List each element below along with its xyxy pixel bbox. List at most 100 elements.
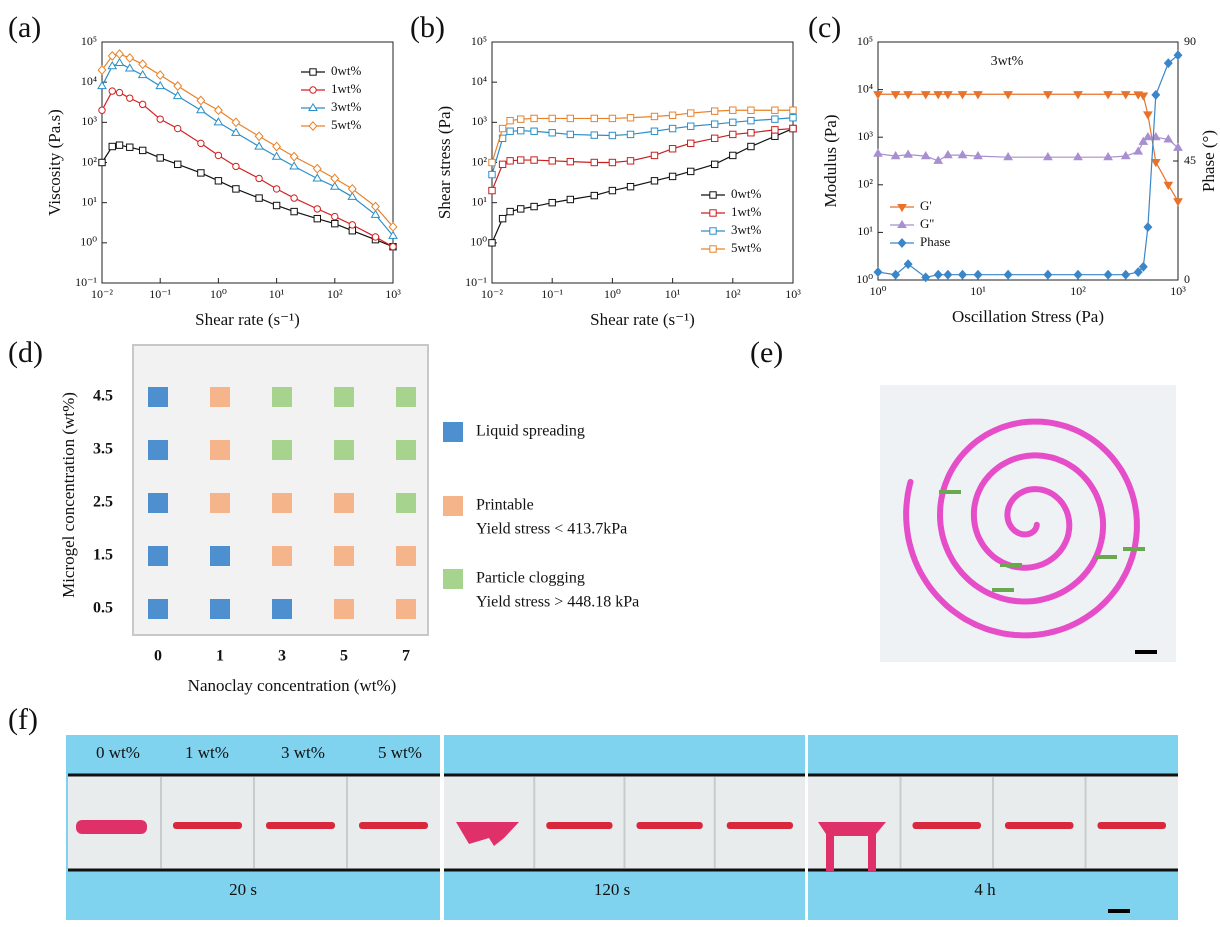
marker bbox=[173, 81, 183, 92]
cell bbox=[272, 546, 292, 566]
marker bbox=[371, 233, 380, 241]
marker bbox=[331, 219, 339, 228]
legend-label: 3wt% bbox=[731, 222, 762, 237]
marker bbox=[933, 155, 944, 164]
legend-label: 1wt% bbox=[331, 81, 362, 96]
x-tick-label: 10⁰ bbox=[604, 287, 621, 301]
marker bbox=[566, 195, 575, 204]
marker bbox=[530, 156, 538, 164]
y-axis-title: Modulus (Pa) bbox=[821, 114, 840, 207]
marker bbox=[566, 114, 575, 123]
marker bbox=[290, 207, 298, 216]
x-tick-label: 10³ bbox=[385, 287, 401, 301]
marker bbox=[124, 63, 135, 72]
marker bbox=[548, 157, 556, 165]
marker bbox=[272, 141, 282, 152]
marker bbox=[1043, 152, 1053, 161]
cell bbox=[334, 546, 354, 566]
gel-line bbox=[1005, 822, 1074, 829]
marker bbox=[729, 151, 737, 160]
marker bbox=[370, 209, 381, 218]
marker bbox=[957, 149, 968, 159]
x-tick-label: 10⁻¹ bbox=[149, 287, 171, 301]
marker bbox=[710, 134, 719, 143]
panel-label: (d) bbox=[8, 336, 43, 369]
marker bbox=[590, 114, 598, 123]
time-label: 120 s bbox=[594, 880, 630, 899]
x-tick-label: 10³ bbox=[1170, 284, 1186, 298]
y-tick-label: 10⁴ bbox=[857, 81, 873, 95]
marker bbox=[97, 80, 107, 90]
marker bbox=[933, 91, 944, 100]
marker bbox=[313, 214, 321, 223]
marker bbox=[197, 169, 205, 177]
legend-swatch bbox=[443, 422, 463, 442]
legend-label: Printable bbox=[476, 497, 534, 514]
x-axis-title: Shear rate (s⁻¹) bbox=[590, 310, 695, 329]
marker bbox=[498, 160, 507, 169]
marker bbox=[114, 57, 125, 67]
marker bbox=[771, 106, 779, 114]
marker bbox=[1073, 152, 1083, 161]
y-tick-label: 10¹ bbox=[81, 194, 97, 208]
x-tick-label: 10² bbox=[725, 287, 741, 301]
legend-marker bbox=[897, 219, 907, 229]
concentration-label: 1 wt% bbox=[185, 743, 229, 762]
x-tick-label: 10² bbox=[1070, 284, 1086, 298]
marker bbox=[1143, 222, 1153, 233]
marker bbox=[312, 173, 323, 182]
x-tick-label: 10² bbox=[327, 287, 343, 301]
panel-label: (e) bbox=[750, 336, 783, 369]
marker bbox=[388, 221, 398, 232]
legend-swatch bbox=[443, 569, 463, 589]
marker bbox=[1120, 91, 1131, 100]
marker bbox=[107, 61, 118, 70]
legend-label: 1wt% bbox=[731, 204, 762, 219]
marker bbox=[115, 49, 124, 60]
marker bbox=[1150, 159, 1161, 168]
marker bbox=[137, 69, 148, 79]
y-tick-label: 10³ bbox=[857, 129, 873, 143]
marker bbox=[1138, 92, 1149, 101]
concentration-label: 5 wt% bbox=[378, 743, 422, 762]
gel-line bbox=[726, 822, 793, 829]
legend-swatch bbox=[443, 496, 463, 516]
panel-label: (b) bbox=[410, 11, 445, 44]
marker bbox=[943, 91, 953, 100]
marker bbox=[687, 122, 695, 130]
marker bbox=[530, 127, 538, 135]
cell bbox=[396, 493, 416, 513]
marker bbox=[608, 131, 617, 140]
row-label: 2.5 bbox=[93, 494, 113, 511]
column-label: 1 bbox=[216, 648, 224, 665]
marker bbox=[789, 114, 797, 122]
marker bbox=[590, 131, 598, 139]
marker bbox=[1043, 269, 1053, 280]
marker bbox=[1003, 269, 1013, 280]
marker bbox=[115, 88, 124, 97]
y-axis-title: Shear stress (Pa) bbox=[435, 106, 454, 219]
marker bbox=[650, 112, 659, 121]
marker bbox=[973, 150, 983, 160]
marker bbox=[566, 157, 575, 166]
marker bbox=[1173, 198, 1183, 207]
x-axis-title: Shear rate (s⁻¹) bbox=[195, 310, 300, 329]
x-tick-label: 10³ bbox=[785, 287, 801, 301]
marker bbox=[156, 115, 164, 123]
marker bbox=[1133, 146, 1144, 155]
marker bbox=[668, 145, 677, 153]
marker bbox=[290, 194, 298, 202]
cell bbox=[210, 387, 230, 407]
marker bbox=[389, 243, 397, 251]
cell bbox=[334, 387, 354, 407]
column-label: 5 bbox=[340, 648, 348, 665]
cell bbox=[272, 599, 292, 619]
marker bbox=[506, 116, 514, 125]
marker bbox=[196, 105, 206, 114]
y-tick-label: 10³ bbox=[81, 114, 97, 128]
marker bbox=[1133, 267, 1143, 278]
marker bbox=[506, 127, 514, 135]
marker bbox=[498, 214, 507, 223]
y-tick-label: 10⁻¹ bbox=[465, 275, 487, 289]
marker bbox=[548, 114, 556, 123]
